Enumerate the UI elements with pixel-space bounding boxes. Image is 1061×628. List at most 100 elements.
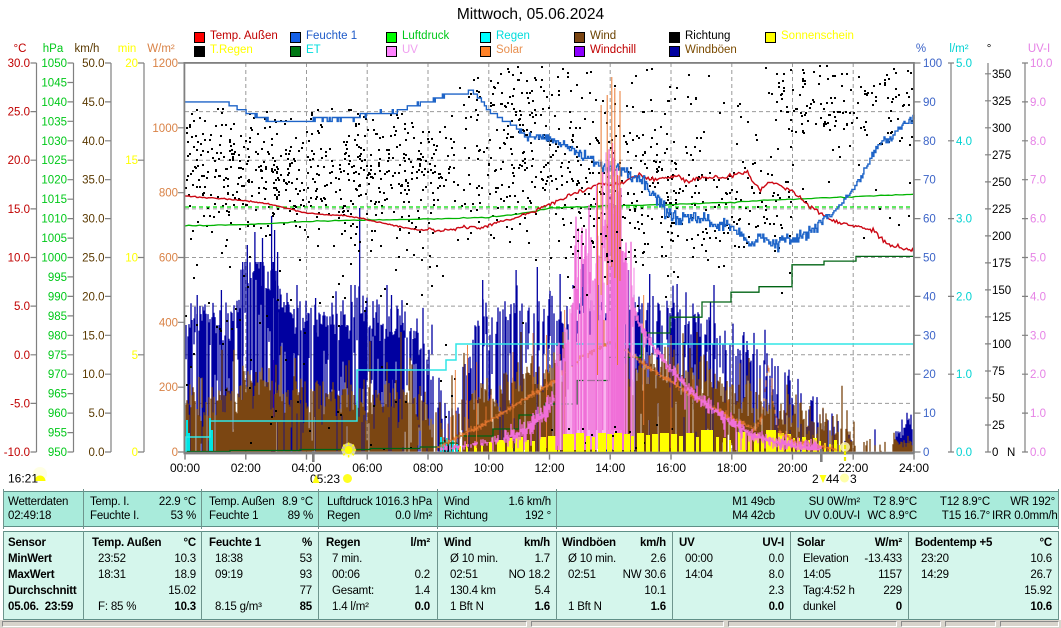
svg-text:1200: 1200 [152,58,178,70]
svg-text:N: N [1007,447,1015,459]
svg-text:25.0: 25.0 [8,107,30,119]
svg-text:30.0: 30.0 [82,214,104,226]
svg-text:0: 0 [923,447,929,459]
svg-text:150: 150 [992,285,1011,297]
svg-text:1030: 1030 [41,136,67,148]
svg-text:0.0: 0.0 [956,447,972,459]
svg-text:50: 50 [992,393,1005,405]
svg-text:35.0: 35.0 [82,175,104,187]
svg-text:50.0: 50.0 [82,58,104,70]
svg-text:08:00: 08:00 [413,461,443,475]
svg-text:10: 10 [923,408,936,420]
svg-text:1000: 1000 [41,253,67,265]
svg-text:00:00: 00:00 [170,461,200,475]
svg-text:100: 100 [923,58,942,70]
svg-text:°: ° [987,43,992,55]
svg-text:1010: 1010 [41,214,67,226]
svg-text:1045: 1045 [41,78,67,90]
svg-text:995: 995 [48,272,67,284]
svg-text:70: 70 [923,175,936,187]
svg-text:1.0: 1.0 [1030,408,1046,420]
svg-text:25.0: 25.0 [82,253,104,265]
svg-text:15.0: 15.0 [82,330,104,342]
svg-text:80: 80 [923,136,936,148]
svg-text:90: 90 [923,97,936,109]
svg-text:1050: 1050 [41,58,67,70]
svg-text:1000: 1000 [152,123,178,135]
svg-text:0.0: 0.0 [14,350,30,362]
svg-text:20:00: 20:00 [777,461,807,475]
svg-text:0: 0 [172,447,178,459]
svg-text:UV-I: UV-I [1028,43,1050,55]
svg-text:5.0: 5.0 [14,301,30,313]
svg-text:W/m²: W/m² [147,43,175,55]
svg-text:10.0: 10.0 [82,369,104,381]
svg-text:14:00: 14:00 [595,461,625,475]
svg-text:16:21: 16:21 [8,472,38,486]
svg-text:40.0: 40.0 [82,136,104,148]
svg-text:5.0: 5.0 [956,58,972,70]
svg-text:15.0: 15.0 [8,204,30,216]
svg-text:30.0: 30.0 [8,58,30,70]
svg-text:1005: 1005 [41,233,67,245]
svg-text:990: 990 [48,291,67,303]
svg-text:5: 5 [132,350,138,362]
svg-text:hPa: hPa [43,43,64,55]
svg-text:5.0: 5.0 [89,408,105,420]
svg-text:15: 15 [125,155,138,167]
svg-text:200: 200 [159,382,178,394]
svg-text:600: 600 [159,253,178,265]
svg-text:5.0: 5.0 [1030,253,1046,265]
svg-text:%: % [916,43,926,55]
svg-text:4.0: 4.0 [1030,291,1046,303]
svg-text:400: 400 [159,317,178,329]
svg-text:250: 250 [992,177,1011,189]
svg-text:4.0: 4.0 [956,136,972,148]
svg-text:2: 2 [812,472,819,486]
svg-text:10.0: 10.0 [1030,58,1052,70]
svg-text:0: 0 [992,447,998,459]
svg-text:20: 20 [125,58,138,70]
svg-text:200: 200 [992,231,1011,243]
svg-text:12:00: 12:00 [534,461,564,475]
svg-text:275: 275 [992,150,1011,162]
svg-text:3.0: 3.0 [1030,330,1046,342]
svg-text:975: 975 [48,350,67,362]
svg-text:9.0: 9.0 [1030,97,1046,109]
svg-text:0: 0 [132,447,138,459]
svg-text:2.0: 2.0 [1030,369,1046,381]
svg-text:20.0: 20.0 [8,155,30,167]
svg-text:300: 300 [992,123,1011,135]
svg-text:7.0: 7.0 [1030,175,1046,187]
svg-text:970: 970 [48,369,67,381]
svg-text:950: 950 [48,447,67,459]
svg-text:-10.0: -10.0 [4,447,30,459]
svg-text:l/m²: l/m² [949,43,968,55]
svg-text:02:00: 02:00 [231,461,261,475]
svg-text:1015: 1015 [41,194,67,206]
svg-text:10.0: 10.0 [8,253,30,265]
svg-text:50: 50 [923,253,936,265]
svg-text:16:00: 16:00 [656,461,686,475]
svg-text:350: 350 [992,69,1011,81]
svg-text:04:00: 04:00 [291,461,321,475]
svg-text:20.0: 20.0 [82,291,104,303]
svg-text:km/h: km/h [75,43,100,55]
svg-text:-5.0: -5.0 [10,398,30,410]
svg-text:30: 30 [923,330,936,342]
svg-text:955: 955 [48,428,67,440]
svg-text:1035: 1035 [41,116,67,128]
svg-text:2.0: 2.0 [956,291,972,303]
svg-text:min: min [118,43,137,55]
svg-text:75: 75 [992,366,1005,378]
svg-text:325: 325 [992,96,1011,108]
svg-text:20: 20 [923,369,936,381]
svg-text:175: 175 [992,258,1011,270]
svg-text:40: 40 [923,291,936,303]
svg-text:60: 60 [923,214,936,226]
svg-text:0.0: 0.0 [1030,447,1046,459]
svg-text:°C: °C [14,43,27,55]
svg-text:965: 965 [48,389,67,401]
svg-text:10: 10 [125,253,138,265]
svg-text:25: 25 [992,420,1005,432]
